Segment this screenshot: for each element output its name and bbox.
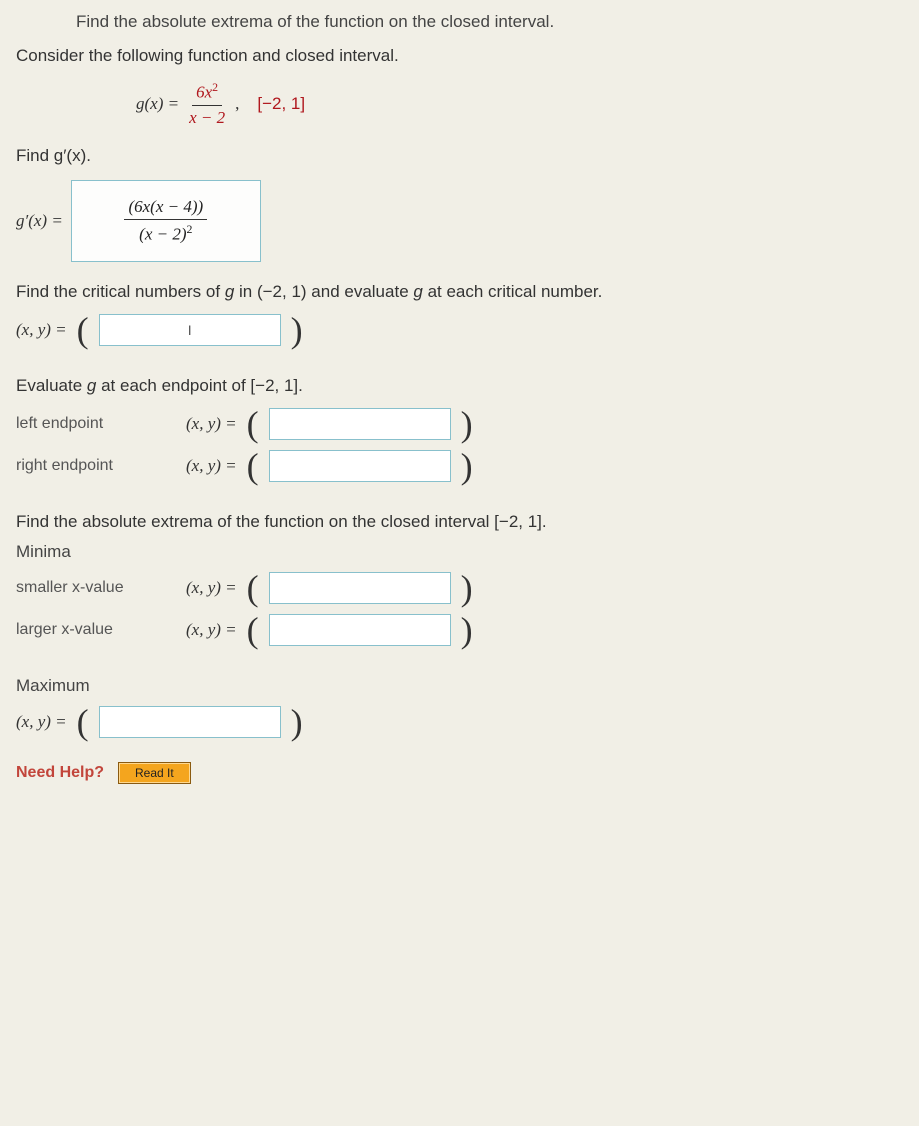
formula-lhs: g(x) = <box>136 94 179 114</box>
paren-close-icon: ) <box>461 570 473 606</box>
critical-numbers-text: Find the critical numbers of g in (−2, 1… <box>16 282 903 302</box>
abs-extrema-text: Find the absolute extrema of the functio… <box>16 512 903 532</box>
formula-denominator: x − 2 <box>185 106 229 128</box>
right-endpoint-input[interactable] <box>269 450 451 482</box>
paren-open-icon: ( <box>77 312 89 348</box>
right-endpoint-label: right endpoint <box>16 457 176 475</box>
larger-x-xy-label: (x, y) = <box>186 620 237 640</box>
maximum-input[interactable] <box>99 706 281 738</box>
interval-text: [−2, 1] <box>257 94 305 114</box>
larger-x-input[interactable] <box>269 614 451 646</box>
critical-point-input[interactable]: I <box>99 314 281 346</box>
minima-heading: Minima <box>16 542 903 562</box>
right-endpoint-xy-label: (x, y) = <box>186 456 237 476</box>
smaller-x-xy-label: (x, y) = <box>186 578 237 598</box>
left-endpoint-label: left endpoint <box>16 415 176 433</box>
intro-text: Consider the following function and clos… <box>16 46 903 66</box>
paren-close-icon: ) <box>461 612 473 648</box>
paren-close-icon: ) <box>291 312 303 348</box>
function-definition: g(x) = 6x2 x − 2 , [−2, 1] <box>136 80 903 128</box>
paren-open-icon: ( <box>247 570 259 606</box>
gprime-den-exp: 2 <box>187 222 193 236</box>
maximum-heading: Maximum <box>16 676 903 696</box>
formula-fraction: 6x2 x − 2 <box>185 80 229 128</box>
formula-numerator-exp: 2 <box>212 80 218 94</box>
gprime-den-base: (x − 2) <box>139 224 186 243</box>
gprime-numerator: (6x(x − 4)) <box>124 197 207 220</box>
left-endpoint-input[interactable] <box>269 408 451 440</box>
evaluate-endpoints-text: Evaluate g at each endpoint of [−2, 1]. <box>16 376 903 396</box>
gprime-answer-box[interactable]: (6x(x − 4)) (x − 2)2 <box>71 180 261 262</box>
larger-x-label: larger x-value <box>16 621 176 639</box>
need-help-label: Need Help? <box>16 764 104 782</box>
gprime-lhs: g′(x) = <box>16 211 63 231</box>
paren-open-icon: ( <box>247 448 259 484</box>
find-gprime-text: Find g′(x). <box>16 146 903 166</box>
page-heading-fragment: Find the absolute extrema of the functio… <box>16 12 903 32</box>
formula-numerator-base: 6x <box>196 83 212 102</box>
paren-open-icon: ( <box>77 704 89 740</box>
paren-close-icon: ) <box>461 448 473 484</box>
paren-close-icon: ) <box>291 704 303 740</box>
critical-xy-label: (x, y) = <box>16 320 67 340</box>
smaller-x-input[interactable] <box>269 572 451 604</box>
paren-open-icon: ( <box>247 612 259 648</box>
maximum-xy-label: (x, y) = <box>16 712 67 732</box>
left-endpoint-xy-label: (x, y) = <box>186 414 237 434</box>
smaller-x-label: smaller x-value <box>16 579 176 597</box>
read-it-button[interactable]: Read It <box>118 762 191 784</box>
paren-close-icon: ) <box>461 406 473 442</box>
paren-open-icon: ( <box>247 406 259 442</box>
